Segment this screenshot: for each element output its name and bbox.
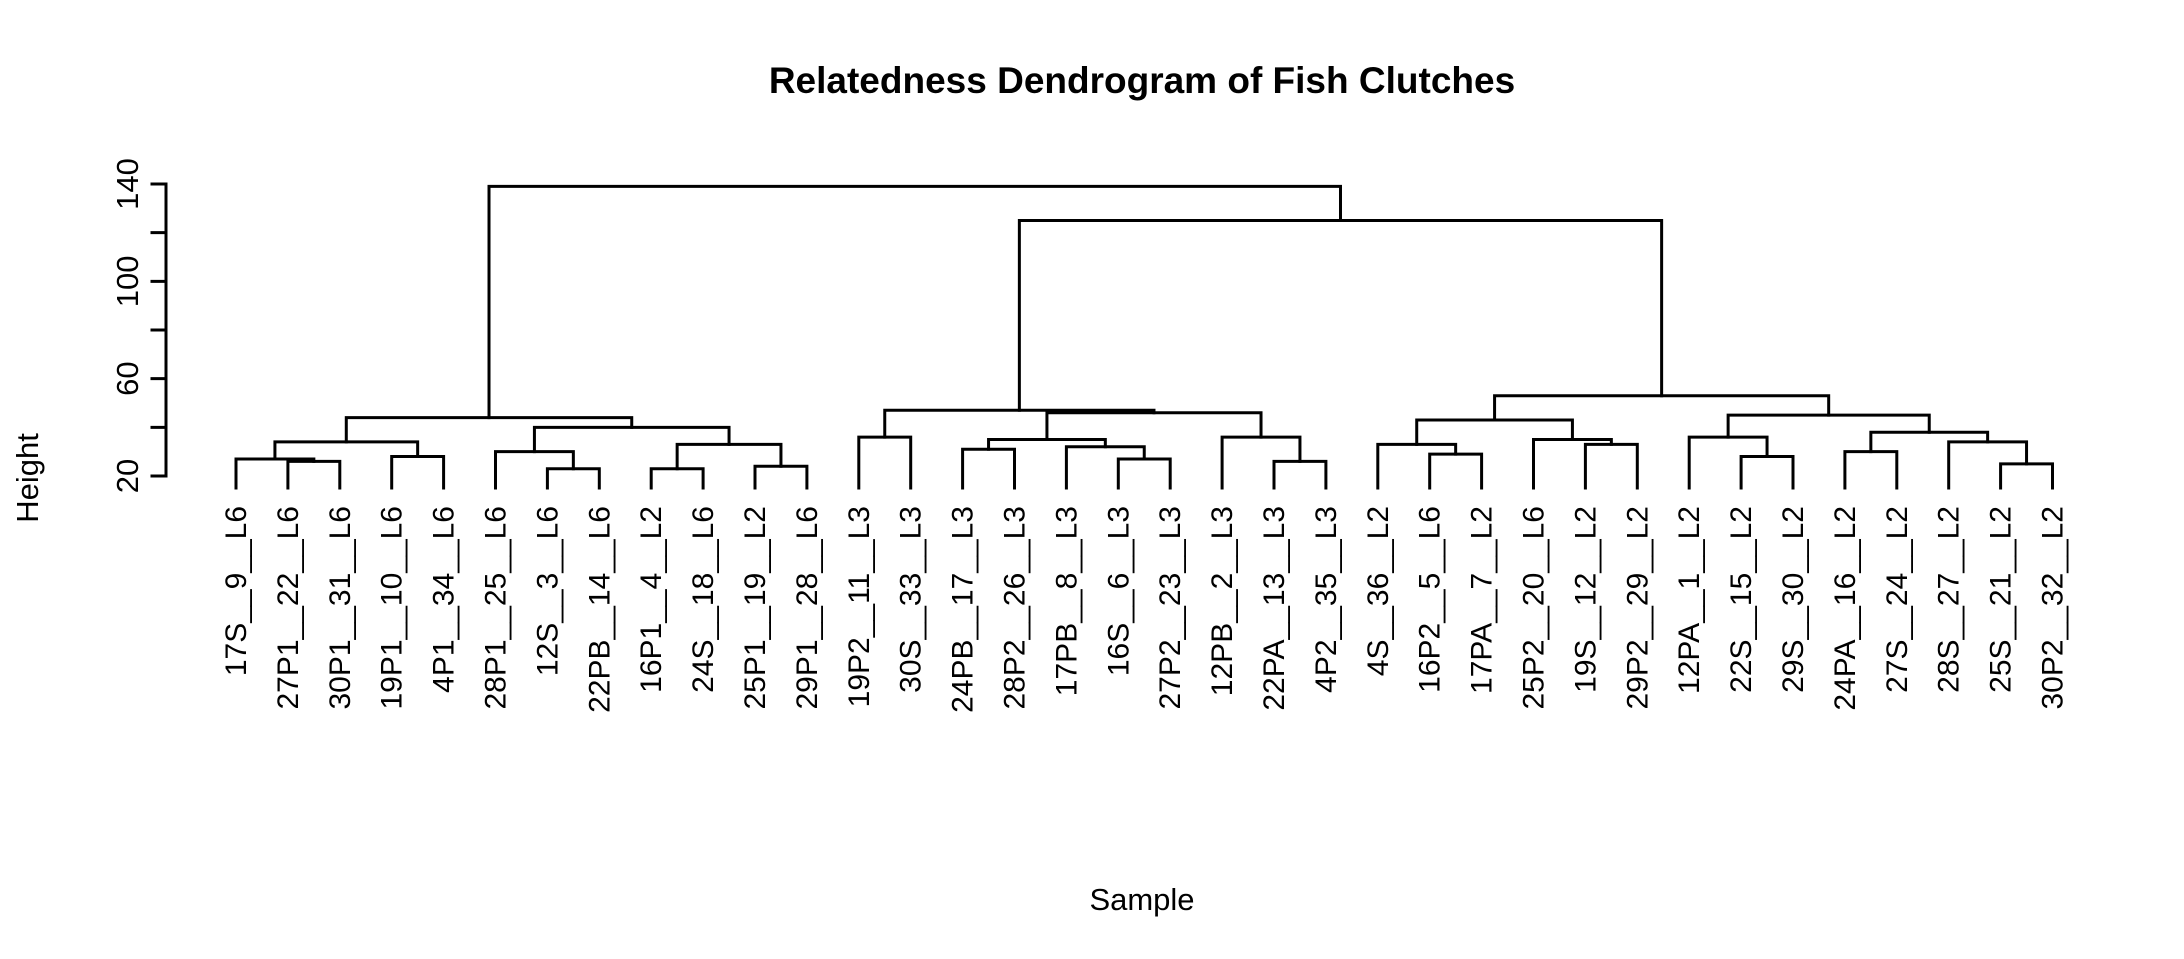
leaf-label: 16S__6__L3 [1102, 506, 1135, 676]
leaf-label: 25P2__20__L6 [1518, 506, 1551, 710]
dendrogram-link [234, 457, 316, 490]
leaf-label: 28P1__25__L6 [480, 506, 513, 710]
dendrogram-link [1017, 219, 1664, 412]
y-axis: 20 60 100 140 [110, 158, 168, 493]
dendrogram-link [286, 459, 342, 490]
dendrogram-link [857, 435, 913, 490]
dendrogram-link [390, 455, 446, 490]
leaf-label: 22PB__14__L6 [583, 506, 616, 713]
leaf-label: 17PA__7__L2 [1466, 506, 1499, 694]
leaf-label: 16P2__5__L6 [1414, 506, 1447, 693]
leaf-label: 12PB__2__L3 [1206, 506, 1239, 696]
leaf-label: 19P1__10__L6 [376, 506, 409, 710]
leaf-label: 25P1__19__L2 [739, 506, 772, 710]
leaf-label: 28P2__26__L3 [999, 506, 1032, 710]
leaf-label: 29P2__29__L2 [1621, 506, 1654, 710]
dendrogram-link [1843, 450, 1899, 490]
leaf-label: 4S__36__L2 [1362, 506, 1395, 676]
leaf-label: 28S__27__L2 [1933, 506, 1966, 693]
leaf-label: 4P1__34__L6 [428, 506, 461, 693]
dendrogram-link [1532, 438, 1613, 490]
leaf-label: 30P2__32__L2 [2037, 506, 2070, 710]
leaf-label: 22S__15__L2 [1725, 506, 1758, 693]
dendrogram-link [532, 425, 731, 454]
leaf-label: 16P1__4__L2 [635, 506, 668, 693]
y-tick-label: 60 [110, 361, 145, 395]
dendrogram-link [545, 467, 601, 490]
leaf-label: 17PB__8__L3 [1050, 506, 1083, 696]
chart-title: Relatedness Dendrogram of Fish Clutches [769, 60, 1515, 101]
dendrogram-link [1687, 435, 1769, 490]
dendrogram-link [1428, 452, 1484, 490]
leaf-label: 30P1__31__L6 [324, 506, 357, 710]
dendrogram-link [1272, 459, 1328, 490]
leaf-label: 24PA__16__L2 [1829, 506, 1862, 711]
leaf-label: 12S__3__L6 [531, 506, 564, 676]
dendrogram-link [487, 184, 1342, 420]
dendrogram-link [1739, 455, 1795, 490]
leaf-label: 19P2__11__L3 [843, 506, 876, 707]
leaf-label: 22PA__13__L3 [1258, 506, 1291, 711]
leaf-label: 4P2__35__L3 [1310, 506, 1343, 693]
leaf-label: 27P1__22__L6 [272, 506, 305, 710]
leaf-label: 19S__12__L2 [1569, 506, 1602, 693]
dendrogram-link [1726, 413, 1931, 439]
leaf-label: 17S__9__L6 [220, 506, 253, 676]
y-tick-label: 20 [110, 459, 145, 493]
dendrogram-link [961, 447, 1016, 490]
dendrogram-link [1064, 445, 1146, 490]
y-tick-label: 140 [110, 158, 145, 210]
x-axis-label: Sample [1089, 882, 1194, 917]
dendrogram-tree [234, 184, 2054, 490]
dendrogram-link [1583, 442, 1639, 490]
leaf-label: 12PA__1__L2 [1673, 506, 1706, 694]
dendrogram-link [1376, 442, 1458, 490]
dendrogram-link [1045, 411, 1263, 441]
leaf-label: 24S__18__L6 [687, 506, 720, 693]
leaf-label: 25S__21__L2 [1985, 506, 2018, 693]
leaf-label: 29P1__28__L6 [791, 506, 824, 710]
dendrogram-link [1999, 462, 2054, 490]
y-tick-label: 100 [110, 255, 145, 307]
leaf-labels: 17S__9__L6 27P1__22__L6 30P1__31__L6 19P1__… [220, 506, 2070, 713]
leaf-label: 30S__33__L3 [895, 506, 928, 693]
dendrogram-link [883, 408, 1156, 439]
leaf-label: 24PB__17__L3 [947, 506, 980, 713]
dendrogram-link [344, 416, 634, 444]
dendrogram-link [1116, 457, 1172, 490]
y-axis-label: Height [10, 433, 45, 523]
leaf-label: 29S__30__L2 [1777, 506, 1810, 693]
dendrogram-link [753, 464, 809, 490]
leaf-label: 27P2__23__L3 [1154, 506, 1187, 710]
dendrogram-link [649, 467, 705, 490]
leaf-label: 27S__24__L2 [1881, 506, 1914, 693]
